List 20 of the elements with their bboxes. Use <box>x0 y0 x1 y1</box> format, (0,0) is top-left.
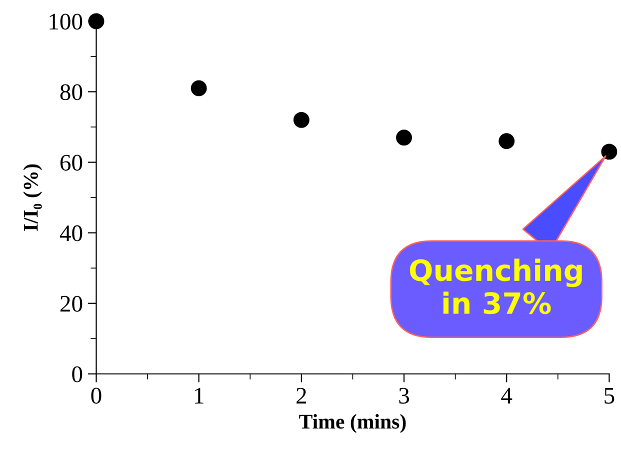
y-tick-label: 100 <box>50 14 82 30</box>
x-tick-label: 1 <box>195 388 204 404</box>
y-tick-label: 60 <box>60 154 82 171</box>
x-tick-label: 5 <box>604 388 614 404</box>
y-tick-label: 0 <box>72 366 82 382</box>
x-tick-label: 2 <box>296 388 306 404</box>
point <box>293 112 310 128</box>
x-tick-label: 0 <box>91 388 102 404</box>
x-tick-label: 4 <box>501 388 512 404</box>
point <box>601 144 618 160</box>
annotation: Quenching in 37% <box>410 258 582 314</box>
point <box>190 80 207 96</box>
y-tick-label: 80 <box>60 84 82 100</box>
point <box>396 130 412 146</box>
x-axis-title: Time (mins) <box>299 414 406 433</box>
y-axis-title: I/I₀ (%) <box>23 164 42 231</box>
y-tick-label: 40 <box>60 225 82 242</box>
point <box>498 133 515 150</box>
x-tick-label: 3 <box>399 388 410 404</box>
y-tick-label: 20 <box>60 296 82 312</box>
